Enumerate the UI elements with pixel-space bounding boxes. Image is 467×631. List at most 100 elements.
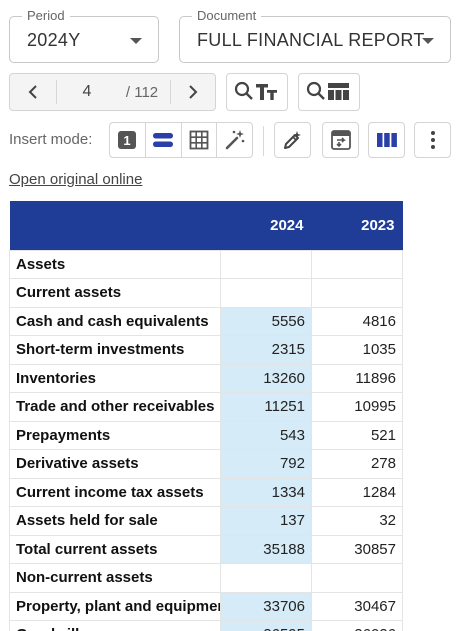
chevron-right-icon [189,85,198,99]
cell-2023[interactable]: 278 [311,449,403,479]
more-vert-icon [430,131,435,149]
cell-2024[interactable]: 11251 [220,392,312,422]
document-label: Document [192,8,262,24]
chevron-down-icon [422,38,434,44]
search-text-button[interactable] [226,73,288,111]
chevron-left-icon [28,85,37,99]
cell-2024[interactable]: 792 [220,449,312,479]
grid-icon [189,130,209,150]
cell-2023[interactable]: 30467 [311,591,403,621]
rows-icon [153,133,174,147]
cell-2023[interactable]: 521 [311,420,403,450]
more-options-button[interactable] [414,122,451,158]
cell-2024[interactable] [220,563,312,593]
cell-2024[interactable]: 5556 [220,306,312,336]
search-text-icon [234,81,277,100]
page-total: / 112 [125,83,159,101]
svg-text:1: 1 [124,133,131,148]
table-row: Goodwill2659526026 [9,620,403,631]
cell-2024[interactable]: 26595 [220,620,312,631]
columns-button[interactable] [368,122,405,158]
table-row: Current income tax assets 1334 1284 [9,477,403,507]
insert-mode-group: 1 [109,122,253,158]
label-column-header [9,201,221,250]
table-row: Inventories 13260 11896 [9,363,403,393]
cell-2024[interactable]: 543 [220,420,312,450]
row-label: Cash and cash equivalents [9,306,221,336]
cell-2023[interactable] [311,563,403,593]
cell-2023[interactable]: 1035 [311,335,403,365]
transpose-icon [330,130,351,150]
table-row: Current assets [9,278,403,308]
page-number: 4 [82,83,92,100]
period-select[interactable]: Period 2024Y [9,8,159,63]
chevron-down-icon [130,38,142,44]
cell-2024[interactable]: 2315 [220,335,312,365]
financial-table: 2024 2023 Assets Current assets Cash and c… [9,201,403,631]
cell-2023[interactable]: 11896 [311,363,403,393]
cell-2023[interactable]: 10995 [311,392,403,422]
magic-wand-icon [225,130,244,150]
row-label: Assets [9,249,221,279]
mode-magic-button[interactable] [217,123,252,157]
document-value: FULL FINANCIAL REPORT [197,30,425,50]
row-label: Total current assets [9,534,221,564]
table-row: Derivative assets 792 278 [9,449,403,479]
page-navigator: 4 / 112 [9,73,216,111]
columns-icon [376,133,397,147]
row-label: Prepayments [9,420,221,450]
table-row: Short-term investments 2315 1035 [9,335,403,365]
page-number-input[interactable]: 4 [57,74,117,110]
cell-2023[interactable]: 4816 [311,306,403,336]
table-row: Trade and other receivables 11251 10995 [9,392,403,422]
cell-2023[interactable] [311,249,403,279]
cell-2023[interactable] [311,278,403,308]
cell-2023[interactable]: 26026 [311,620,403,631]
row-label: Property, plant and equipment [9,591,221,621]
row-label: Goodwill [9,620,221,631]
cell-2024[interactable]: 13260 [220,363,312,393]
mode-single-button[interactable]: 1 [110,123,146,157]
table-row: Assets [9,249,403,279]
next-page-button[interactable] [171,74,215,110]
transpose-button[interactable] [322,122,359,158]
table-header-row: 2024 2023 [9,201,403,250]
row-label: Assets held for sale [9,506,221,536]
cell-2024[interactable]: 35188 [220,534,312,564]
row-label: Non-current assets [9,563,221,593]
edit-tool-button[interactable] [274,122,311,158]
table-row: Cash and cash equivalents 5556 4816 [9,306,403,336]
table-row: Prepayments 543 521 [9,420,403,450]
cell-2023[interactable]: 30857 [311,534,403,564]
row-label: Current assets [9,278,221,308]
insert-mode-label: Insert mode: [9,131,93,148]
cell-2023[interactable]: 32 [311,506,403,536]
pencil-icon [283,131,301,149]
document-select[interactable]: Document FULL FINANCIAL REPORT [179,8,451,63]
row-label: Derivative assets [9,449,221,479]
cell-2024[interactable]: 1334 [220,477,312,507]
row-label: Short-term investments [9,335,221,365]
prev-page-button[interactable] [10,74,56,110]
cell-2023[interactable]: 1284 [311,477,403,507]
table-row: Total current assets 35188 30857 [9,534,403,564]
cell-2024[interactable] [220,278,312,308]
mode-rows-button[interactable] [146,123,182,157]
row-label: Inventories [9,363,221,393]
search-table-icon [306,81,349,100]
cell-2024[interactable]: 33706 [220,591,312,621]
row-label: Trade and other receivables [9,392,221,422]
year-column-header[interactable]: 2023 [311,201,403,250]
search-table-button[interactable] [298,73,360,111]
mode-grid-button[interactable] [182,123,218,157]
open-original-link[interactable]: Open original online [9,171,143,188]
table-row: Assets held for sale 137 32 [9,506,403,536]
year-column-header[interactable]: 2024 [220,201,312,250]
table-row: Non-current assets [9,563,403,593]
period-label: Period [22,8,70,24]
cell-2024[interactable] [220,249,312,279]
period-value: 2024Y [27,30,81,50]
single-value-icon: 1 [118,131,137,149]
table-row: Property, plant and equipment 33706 30467 [9,591,403,621]
cell-2024[interactable]: 137 [220,506,312,536]
